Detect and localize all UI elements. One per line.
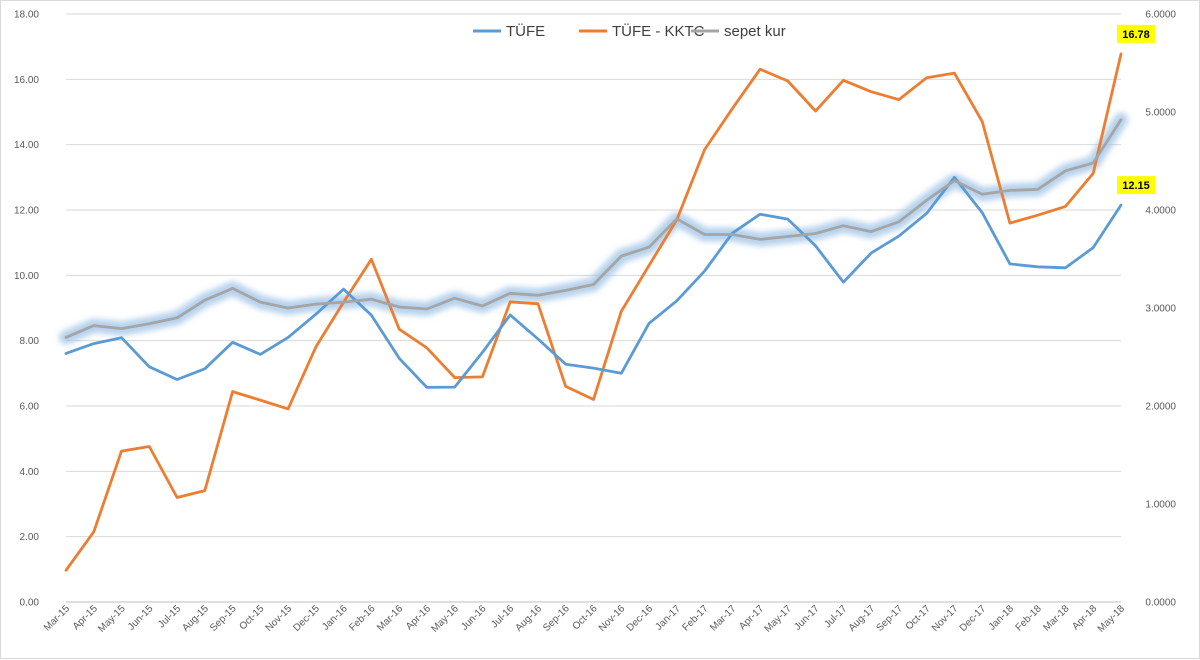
- legend-label: TÜFE: [506, 22, 545, 40]
- y2-tick-label: 6.0000: [1145, 10, 1176, 21]
- x-tick-label: Apr-16: [404, 603, 433, 632]
- y-tick-label: 4.00: [20, 467, 40, 478]
- y2-tick-label: 0.0000: [1145, 598, 1176, 609]
- data-labels: 16.78 12.15: [1117, 24, 1155, 195]
- x-tick-label: Dec-15: [291, 603, 322, 634]
- y2-tick-label: 3.0000: [1145, 304, 1176, 315]
- x-tick-label: Sep-15: [208, 603, 239, 634]
- x-tick-label: Jun-15: [126, 603, 156, 633]
- x-tick-label: Dec-17: [958, 603, 989, 634]
- y2-tick-label: 4.0000: [1145, 206, 1176, 217]
- x-tick-label: Oct-15: [237, 603, 266, 632]
- x-tick-label: Jan-16: [320, 603, 350, 633]
- legend: TÜFE TÜFE - KKTC sepet kur: [473, 22, 786, 40]
- data-label-box: [1117, 176, 1155, 195]
- y-tick-label: 10.00: [14, 271, 39, 282]
- x-tick-label: Apr-15: [71, 603, 100, 632]
- y2-tick-label: 5.0000: [1145, 108, 1176, 119]
- y-axis-left: 0.00 2.00 4.00 6.00 8.00 10.00 12.00 14.00 16.00…: [14, 10, 39, 609]
- x-tick-label: Oct-16: [571, 603, 600, 632]
- x-tick-label: Dec-16: [625, 603, 656, 634]
- data-label: 16.78: [1122, 29, 1150, 41]
- data-label: 12.15: [1122, 180, 1150, 192]
- data-label-box: [1117, 24, 1155, 43]
- x-tick-label: Apr-18: [1070, 603, 1099, 632]
- gridlines: [66, 13, 1121, 603]
- y-axis-right: 0.0000 1.0000 2.0000 3.0000 4.0000 5.0000 6.00…: [1145, 10, 1176, 609]
- y-tick-label: 0.00: [20, 598, 40, 609]
- x-tick-label: Jun-16: [459, 603, 489, 633]
- y-tick-label: 18.00: [14, 10, 39, 21]
- x-tick-label: Sep-16: [541, 603, 572, 634]
- y-tick-label: 2.00: [20, 532, 40, 543]
- x-tick-label: Apr-17: [737, 603, 766, 632]
- x-tick-label: Feb-18: [1014, 603, 1044, 633]
- y-tick-label: 8.00: [20, 336, 40, 347]
- x-tick-label: May-17: [763, 603, 795, 635]
- x-tick-label: May-16: [429, 603, 461, 635]
- x-tick-label: Mar-17: [708, 603, 738, 633]
- series-layer: [59, 52, 1128, 572]
- x-tick-label: Mar-15: [42, 603, 72, 633]
- x-tick-label: Aug-17: [847, 603, 878, 634]
- series-line-0: [64, 175, 1123, 389]
- x-tick-label: Sep-17: [874, 603, 905, 634]
- x-tick-label: Feb-17: [680, 603, 710, 633]
- y-tick-label: 6.00: [20, 402, 40, 413]
- x-tick-label: Mar-18: [1041, 603, 1071, 633]
- y-tick-label: 12.00: [14, 206, 39, 217]
- y-tick-label: 16.00: [14, 75, 39, 86]
- x-tick-label: Nov-15: [264, 603, 295, 634]
- series-line-2: [64, 118, 1123, 339]
- x-tick-label: Nov-17: [930, 603, 961, 634]
- y2-tick-label: 1.0000: [1145, 500, 1176, 511]
- x-tick-label: Jun-17: [792, 603, 822, 633]
- x-tick-label: Aug-15: [180, 603, 211, 634]
- y2-tick-label: 2.0000: [1145, 402, 1176, 413]
- legend-label: sepet kur: [724, 23, 786, 40]
- x-tick-label: Jan-17: [654, 603, 684, 633]
- x-tick-label: Nov-16: [597, 603, 628, 634]
- x-tick-label: Feb-16: [347, 603, 377, 633]
- y-tick-label: 14.00: [14, 140, 39, 151]
- x-tick-label: Mar-16: [375, 603, 405, 633]
- x-tick-label: Aug-16: [514, 603, 545, 634]
- x-tick-label: Oct-17: [904, 603, 933, 632]
- series-glow: [59, 112, 1128, 345]
- x-tick-label: Jan-18: [987, 603, 1017, 633]
- x-tick-label: May-18: [1096, 603, 1128, 635]
- x-tick-label: May-15: [96, 603, 128, 635]
- series-line-1: [64, 52, 1123, 572]
- legend-label: TÜFE - KKTC: [612, 22, 705, 40]
